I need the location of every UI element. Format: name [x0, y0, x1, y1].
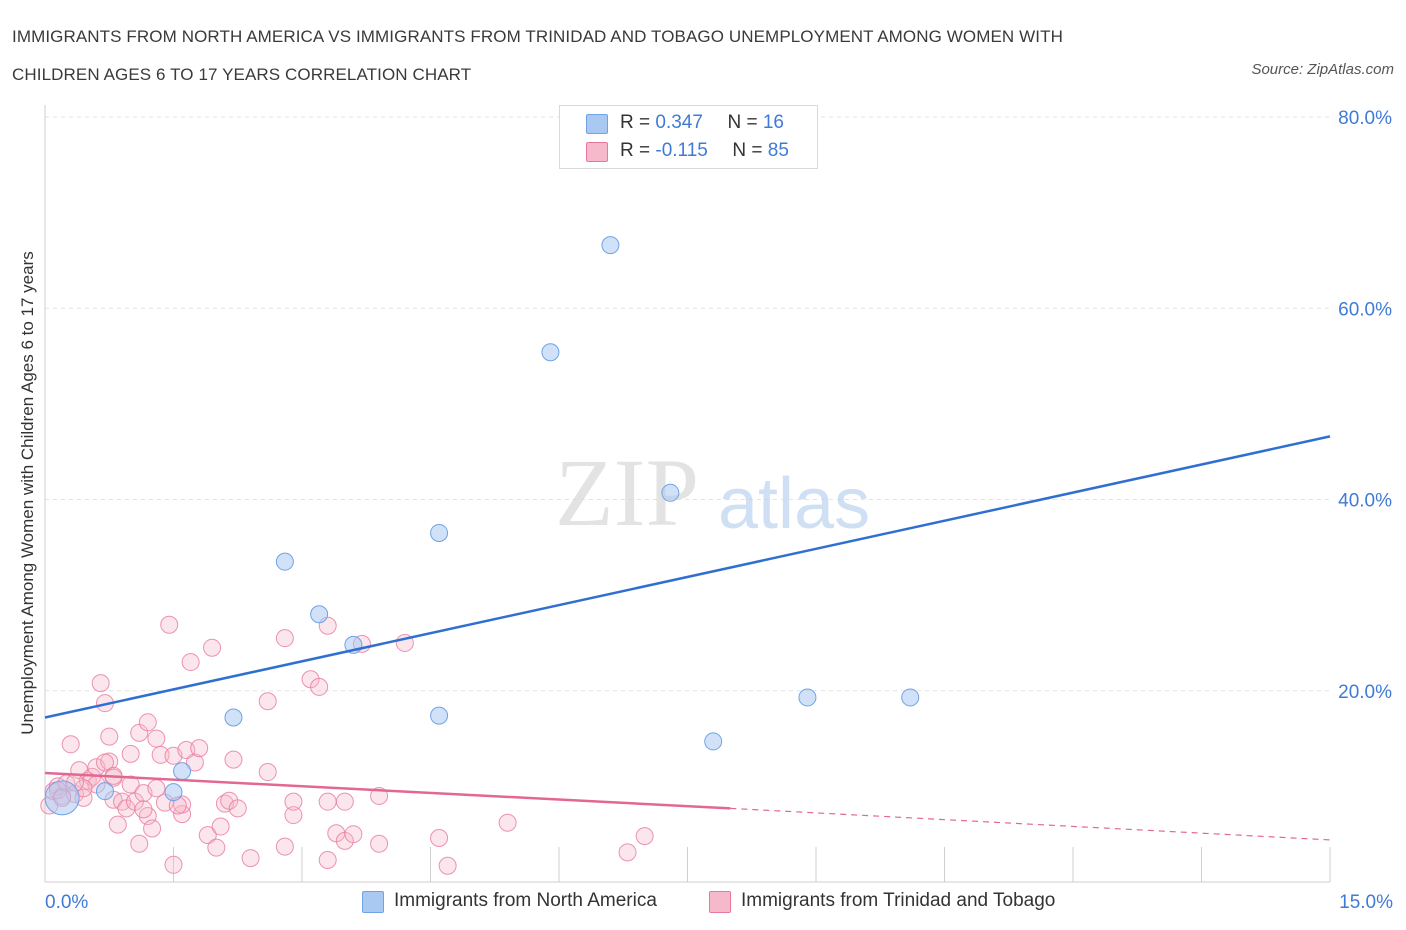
data-point-north-america: [661, 483, 680, 502]
data-point-north-america: [173, 762, 192, 781]
data-point-trinidad: [108, 815, 127, 834]
chart-title-line1: IMMIGRANTS FROM NORTH AMERICA VS IMMIGRA…: [12, 27, 1063, 46]
chart-title: IMMIGRANTS FROM NORTH AMERICA VS IMMIGRA…: [12, 18, 1212, 94]
data-point-north-america: [704, 732, 723, 751]
data-point-north-america: [901, 688, 920, 707]
legend-r-value: -0.115: [655, 140, 708, 161]
data-point-trinidad: [284, 792, 303, 811]
data-point-trinidad: [134, 800, 153, 819]
data-point-north-america: [44, 780, 80, 816]
legend-r-label: R =: [620, 112, 656, 133]
data-point-trinidad: [618, 843, 637, 862]
legend-r-value: 0.347: [655, 112, 703, 133]
data-point-trinidad: [143, 819, 162, 838]
data-point-trinidad: [160, 615, 179, 634]
data-point-north-america: [541, 343, 560, 362]
data-point-trinidad: [185, 753, 204, 772]
y-tick-label: 40.0%: [1338, 491, 1392, 512]
data-point-north-america: [798, 688, 817, 707]
data-point-trinidad: [61, 735, 80, 754]
data-point-trinidad: [310, 677, 329, 696]
y-tick-label: 20.0%: [1338, 682, 1392, 703]
data-point-trinidad: [147, 729, 166, 748]
data-point-trinidad: [344, 825, 363, 844]
data-point-trinidad: [438, 856, 457, 875]
data-point-trinidad: [258, 692, 277, 711]
series-legend: Immigrants from North America Immigrants…: [0, 888, 1406, 918]
data-point-trinidad: [224, 750, 243, 769]
data-point-trinidad: [318, 792, 337, 811]
data-point-trinidad: [207, 838, 226, 857]
data-point-trinidad: [203, 638, 222, 657]
data-point-north-america: [430, 523, 449, 542]
data-point-trinidad: [173, 805, 192, 824]
legend-n-value: 16: [762, 112, 784, 133]
data-point-trinidad: [138, 713, 157, 732]
data-point-trinidad: [211, 817, 230, 836]
data-point-trinidad: [241, 849, 260, 868]
legend-swatch-trinidad: [709, 891, 731, 913]
data-point-trinidad: [91, 674, 110, 693]
legend-n-label: N =: [732, 140, 768, 161]
data-point-trinidad: [275, 837, 294, 856]
trendline-trinidad-extension: [730, 807, 1331, 841]
data-point-trinidad: [181, 653, 200, 672]
data-point-north-america: [275, 552, 294, 571]
data-point-trinidad: [198, 826, 217, 845]
data-point-trinidad: [275, 629, 294, 648]
legend-swatch-north-america: [586, 114, 608, 134]
data-point-trinidad: [635, 827, 654, 846]
data-point-trinidad: [430, 829, 449, 848]
data-point-trinidad: [284, 806, 303, 825]
data-point-trinidad: [95, 753, 114, 772]
chart-title-line2: CHILDREN AGES 6 TO 17 YEARS CORRELATION …: [12, 65, 472, 84]
trendline-north-america: [44, 435, 1331, 719]
data-point-north-america: [95, 782, 114, 801]
data-point-trinidad: [164, 855, 183, 874]
x-tick-label: 0.0%: [45, 892, 88, 913]
data-point-trinidad: [100, 727, 119, 746]
x-tick-label: 15.0%: [1339, 892, 1393, 913]
data-point-trinidad: [147, 779, 166, 798]
data-point-trinidad: [498, 813, 517, 832]
y-tick-label: 60.0%: [1338, 299, 1392, 320]
data-point-north-america: [224, 708, 243, 727]
trendline-trinidad: [44, 771, 731, 810]
y-axis-label: Unemployment Among Women with Children A…: [18, 251, 37, 735]
legend-label-north-america: Immigrants from North America: [394, 890, 657, 911]
legend-n-value: 85: [767, 140, 789, 161]
legend-swatch-north-america: [362, 891, 384, 913]
data-point-north-america: [601, 236, 620, 255]
correlation-legend: R = 0.347 N = 16 R = -0.115 N = 85: [559, 105, 818, 169]
legend-swatch-trinidad: [586, 142, 608, 162]
y-tick-label: 80.0%: [1338, 108, 1392, 129]
data-point-trinidad: [121, 744, 140, 763]
data-point-north-america: [310, 605, 329, 624]
watermark-atlas: atlas: [718, 464, 870, 544]
legend-r-label: R =: [620, 140, 656, 161]
legend-label-trinidad: Immigrants from Trinidad and Tobago: [741, 890, 1056, 911]
data-point-trinidad: [335, 792, 354, 811]
data-point-trinidad: [258, 763, 277, 782]
data-point-trinidad: [318, 851, 337, 870]
data-point-trinidad: [370, 834, 389, 853]
data-point-trinidad: [190, 739, 209, 758]
data-point-trinidad: [228, 799, 247, 818]
chart-source: Source: ZipAtlas.com: [1251, 61, 1394, 78]
data-point-north-america: [164, 783, 183, 802]
legend-n-label: N =: [727, 112, 763, 133]
data-point-north-america: [430, 706, 449, 725]
data-point-trinidad: [121, 775, 140, 794]
data-point-trinidad: [151, 745, 170, 764]
data-point-trinidad: [130, 834, 149, 853]
